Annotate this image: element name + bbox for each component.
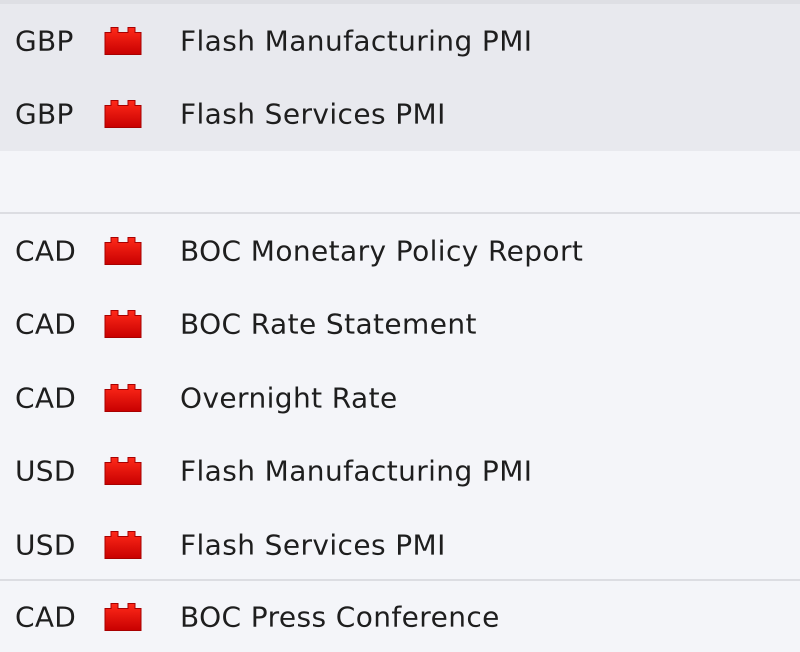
event-group: CAD BOC Monetary Policy Report CAD BOC R… xyxy=(0,214,800,581)
high-impact-icon xyxy=(104,457,142,486)
high-impact-icon xyxy=(104,310,142,339)
event-title: Flash Services PMI xyxy=(180,97,446,131)
high-impact-icon xyxy=(104,236,142,265)
high-impact-icon xyxy=(104,100,142,129)
event-title: BOC Monetary Policy Report xyxy=(180,234,584,268)
event-row[interactable]: USD Flash Services PMI xyxy=(0,508,800,582)
event-title: Flash Manufacturing PMI xyxy=(180,454,533,488)
event-row[interactable]: GBP Flash Manufacturing PMI xyxy=(0,4,800,78)
event-title: Flash Manufacturing PMI xyxy=(180,24,533,58)
currency-label: USD xyxy=(15,528,76,562)
group-spacer xyxy=(0,151,800,212)
event-row[interactable]: GBP Flash Services PMI xyxy=(0,78,800,152)
event-title: BOC Rate Statement xyxy=(180,307,477,341)
high-impact-icon xyxy=(104,530,142,559)
event-row[interactable]: USD Flash Manufacturing PMI xyxy=(0,435,800,509)
event-group: CAD BOC Press Conference xyxy=(0,581,800,652)
event-title: Overnight Rate xyxy=(180,381,398,415)
event-title: BOC Press Conference xyxy=(180,600,500,633)
currency-label: CAD xyxy=(15,307,77,341)
top-divider xyxy=(0,0,800,4)
currency-label: CAD xyxy=(15,600,77,633)
currency-label: CAD xyxy=(15,234,77,268)
currency-label: CAD xyxy=(15,381,77,415)
event-row[interactable]: CAD Overnight Rate xyxy=(0,361,800,435)
currency-label: USD xyxy=(15,454,76,488)
event-title: Flash Services PMI xyxy=(180,528,446,562)
row-divider xyxy=(0,579,800,581)
event-row[interactable]: CAD BOC Monetary Policy Report xyxy=(0,214,800,288)
high-impact-icon xyxy=(104,602,142,631)
row-divider xyxy=(0,212,800,214)
currency-label: GBP xyxy=(15,24,74,58)
event-group: GBP Flash Manufacturing PMI GBP Flash Se… xyxy=(0,4,800,151)
high-impact-icon xyxy=(104,26,142,55)
event-row[interactable]: CAD BOC Rate Statement xyxy=(0,288,800,362)
currency-label: GBP xyxy=(15,97,74,131)
event-row[interactable]: CAD BOC Press Conference xyxy=(0,581,800,652)
high-impact-icon xyxy=(104,383,142,412)
